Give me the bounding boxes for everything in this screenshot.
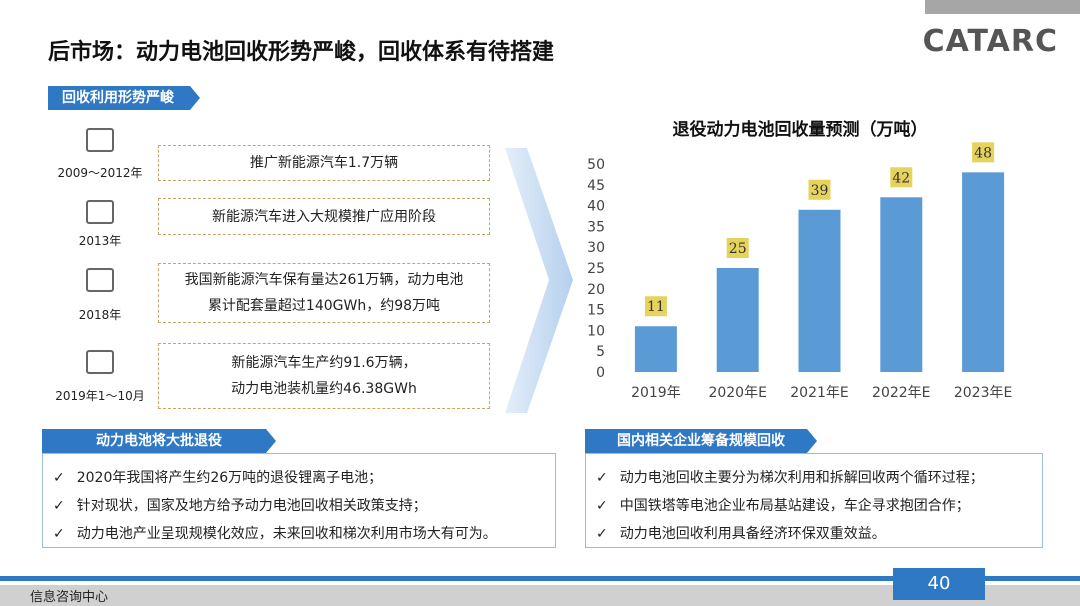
calendar-icon	[86, 128, 114, 152]
bar	[880, 197, 923, 372]
timeline-date: 2013年	[78, 234, 122, 248]
y-tick-label: 45	[587, 178, 605, 194]
value-label-box	[726, 238, 749, 258]
footer-line	[0, 576, 1080, 581]
x-tick-label: 2020年E	[708, 385, 766, 401]
panel-tag: 国内相关企业筹备规模回收	[585, 429, 817, 453]
timeline-text: 新能源汽车进入大规模推广应用阶段	[212, 208, 436, 225]
timeline-date: 2009～2012年	[57, 166, 143, 180]
chevron	[505, 148, 573, 413]
x-tick-label: 2019年	[631, 385, 681, 401]
value-label: 11	[647, 299, 665, 315]
timeline-date: 2019年1～10月	[55, 389, 145, 403]
timeline-text: 推广新能源汽车1.7万辆	[249, 155, 399, 171]
timeline-date: 2018年	[78, 308, 122, 322]
bullet-item: 动力电池产业呈现规模化效应，未来回收和梯次利用市场大有可为。	[43, 520, 555, 548]
value-label-box	[890, 167, 913, 188]
bullet-item: 针对现状，国家及地方给予动力电池回收相关政策支持；	[43, 492, 555, 520]
x-tick-label: 2022年E	[872, 385, 930, 401]
panel-tag: 动力电池将大批退役	[42, 429, 276, 453]
timeline-text: 我国新能源汽车保有量达261万辆，动力电池	[184, 272, 464, 288]
value-label-box	[972, 142, 995, 163]
timeline-box: 新能源汽车进入大规模推广应用阶段	[158, 198, 490, 235]
y-tick-label: 15	[587, 303, 605, 319]
x-tick-label: 2023年E	[954, 385, 1012, 401]
y-tick-label: 0	[596, 365, 605, 381]
y-tick-label: 10	[587, 323, 605, 339]
y-tick-label: 30	[587, 240, 605, 256]
chart-title: 退役动力电池回收量预测（万吨）	[673, 119, 928, 140]
timeline-box: 我国新能源汽车保有量达261万辆，动力电池 累计配套量超过140GWh，约98万吨	[158, 263, 490, 323]
bar	[634, 326, 677, 372]
top-bar	[925, 0, 1080, 14]
footer-band	[0, 585, 1080, 606]
panel-box: 动力电池回收主要分为梯次利用和拆解回收两个循环过程；中国铁塔等电池企业布局基站建…	[585, 453, 1043, 548]
value-label-box	[644, 296, 667, 317]
bullet-item: 动力电池回收利用具备经济环保双重效益。	[586, 520, 1042, 548]
y-tick-label: 25	[587, 261, 605, 277]
value-label: 25	[729, 241, 747, 257]
chart: 退役动力电池回收量预测（万吨） 0 5 10 15 20 25 30 35 40 45 50 2019…	[587, 119, 1012, 401]
y-tick-label: 50	[587, 157, 605, 173]
calendar-icon	[86, 200, 114, 224]
logo: CATARC	[922, 24, 1058, 59]
y-tick-label: 40	[587, 199, 605, 215]
y-tick-label: 5	[596, 344, 605, 360]
footer-org: 信息咨询中心	[30, 590, 109, 605]
page-number: 40	[893, 568, 985, 600]
calendar-icon	[86, 350, 114, 374]
y-tick-label: 20	[587, 282, 605, 298]
bar	[798, 209, 841, 372]
bar	[962, 172, 1005, 372]
timeline-text: 累计配套量超过140GWh，约98万吨	[207, 298, 441, 314]
value-label-box	[808, 179, 831, 200]
calendar-icon	[86, 268, 114, 292]
panel-box: 2020年我国将产生约26万吨的退役锂离子电池；针对现状，国家及地方给予动力电池…	[42, 453, 556, 548]
timeline-text: 新能源汽车生产约91.6万辆，	[231, 355, 417, 371]
timeline-box: 新能源汽车生产约91.6万辆， 动力电池装机量约46.38GWh	[158, 343, 490, 409]
bullet-item: 中国铁塔等电池企业布局基站建设，车企寻求抱团合作；	[586, 492, 1042, 520]
timeline-box: 推广新能源汽车1.7万辆	[158, 145, 490, 181]
section-tag: 回收利用形势严峻	[48, 86, 200, 110]
bullet-item: 2020年我国将产生约26万吨的退役锂离子电池；	[43, 464, 555, 492]
value-label: 39	[811, 183, 829, 199]
slide-title: 后市场：动力电池回收形势严峻，回收体系有待搭建	[48, 40, 555, 65]
timeline-text: 动力电池装机量约46.38GWh	[231, 381, 417, 397]
value-label: 48	[974, 145, 992, 161]
x-tick-label: 2021年E	[790, 385, 848, 401]
bar	[716, 268, 759, 372]
y-tick-label: 35	[587, 219, 605, 235]
bullet-item: 动力电池回收主要分为梯次利用和拆解回收两个循环过程；	[586, 464, 1042, 492]
value-label: 42	[892, 170, 910, 186]
